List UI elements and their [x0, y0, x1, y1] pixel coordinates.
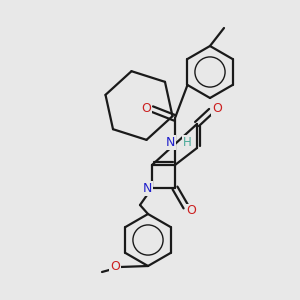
Text: O: O: [186, 205, 196, 218]
Text: N: N: [165, 136, 175, 148]
Text: O: O: [110, 260, 120, 274]
Text: O: O: [141, 103, 151, 116]
Text: H: H: [183, 136, 191, 148]
Text: O: O: [212, 101, 222, 115]
Text: N: N: [142, 182, 152, 194]
